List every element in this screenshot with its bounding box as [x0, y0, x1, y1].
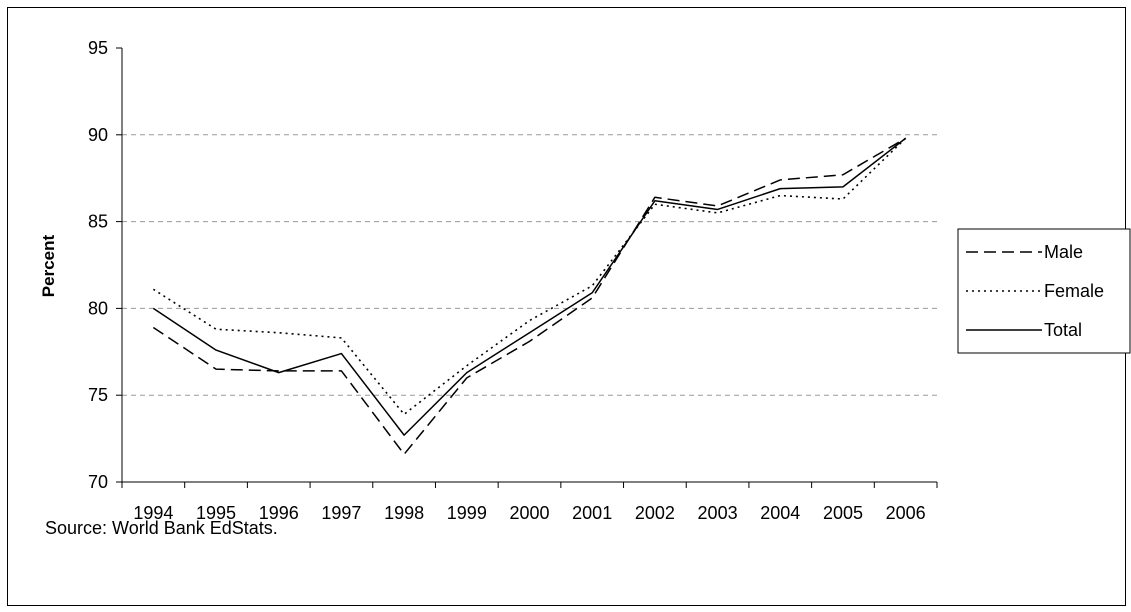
- axes: [121, 48, 937, 483]
- series-line-male: [152, 137, 907, 455]
- x-tick-label: 1997: [321, 503, 361, 523]
- legend: Male Female Total: [957, 228, 1131, 354]
- x-tick-label: 1995: [196, 503, 236, 523]
- y-tick-label: 85: [88, 212, 108, 232]
- series-line-total: [152, 137, 907, 436]
- series-lines: [152, 137, 907, 455]
- y-axis-ticks: 70 75 80 85 90 95: [88, 38, 122, 492]
- y-tick-label: 75: [88, 385, 108, 405]
- y-tick-label: 95: [88, 38, 108, 58]
- x-tick-label: 2004: [760, 503, 800, 523]
- y-axis-label: Percent: [39, 234, 58, 297]
- y-tick-label: 90: [88, 125, 108, 145]
- x-tick-label: 1996: [259, 503, 299, 523]
- x-tick-label: 2001: [572, 503, 612, 523]
- x-axis-ticks: 1994 1995 1996 1997 1998 1999 2000 2001 2002 2003…: [121, 482, 938, 523]
- legend-label-female: Female: [1044, 281, 1104, 301]
- x-tick-label: 2003: [698, 503, 738, 523]
- legend-box: [957, 228, 1131, 354]
- x-tick-label: 2005: [823, 503, 863, 523]
- chart-frame: [7, 7, 1126, 606]
- legend-label-male: Male: [1044, 242, 1083, 262]
- x-tick-label: 1998: [384, 503, 424, 523]
- legend-label-total: Total: [1044, 320, 1082, 340]
- source-note: Source: World Bank EdStats.: [45, 518, 278, 538]
- x-tick-label: 1994: [133, 503, 173, 523]
- x-tick-label: 1999: [447, 503, 487, 523]
- gridlines: [122, 134, 937, 396]
- x-tick-label: 2000: [509, 503, 549, 523]
- x-tick-label: 2002: [635, 503, 675, 523]
- y-tick-label: 70: [88, 472, 108, 492]
- x-tick-label: 2006: [886, 503, 926, 523]
- series-line-female: [152, 137, 907, 416]
- y-tick-label: 80: [88, 298, 108, 318]
